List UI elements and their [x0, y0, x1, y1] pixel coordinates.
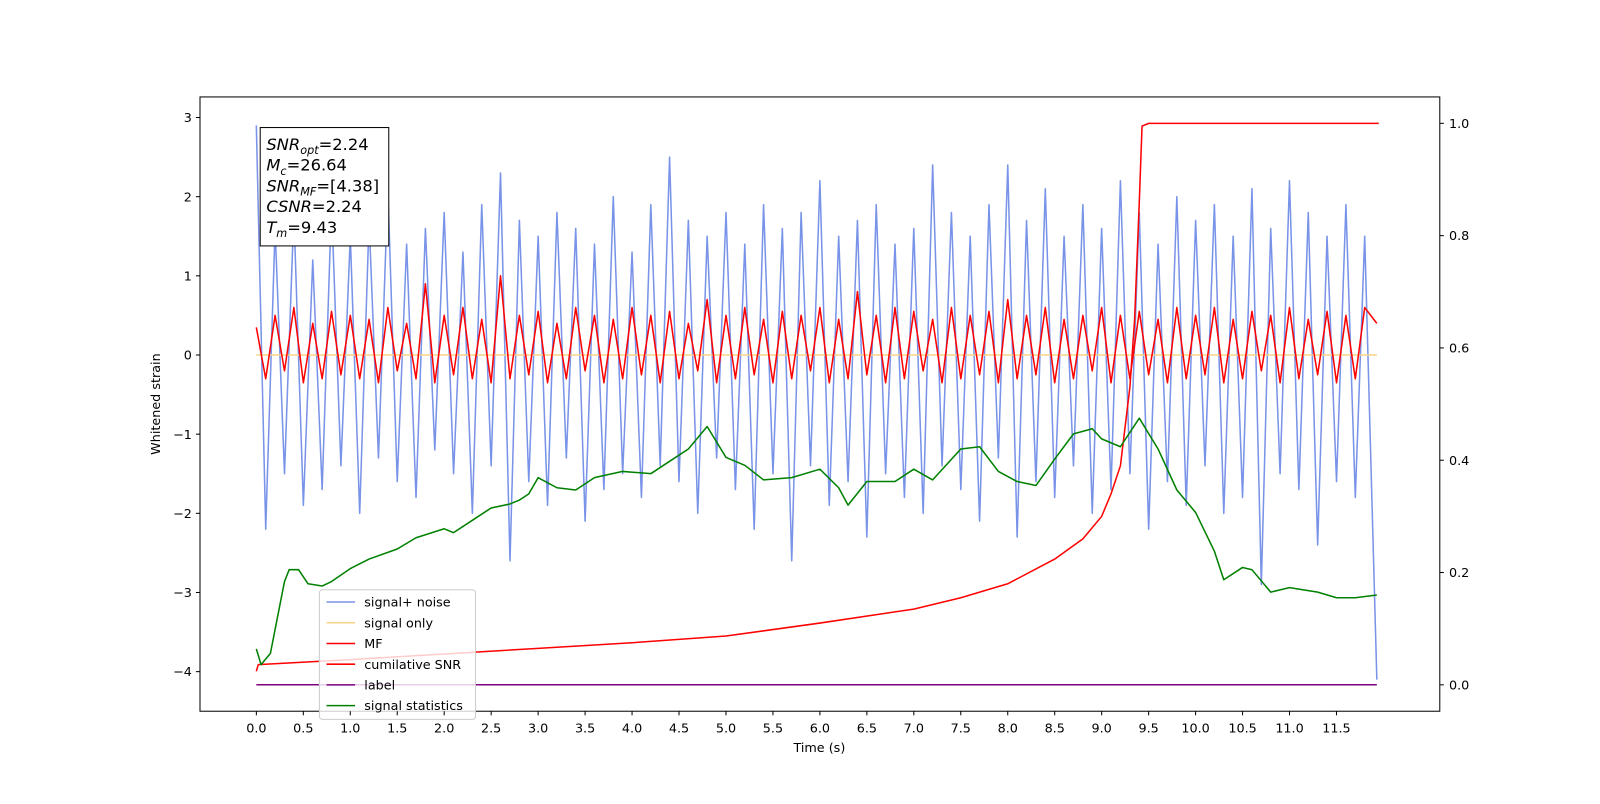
y2-tick-label: 0.2	[1449, 566, 1469, 581]
annotation-box: SNRopt=2.24Mc=26.64SNRMF=[4.38]CSNR=2.24…	[259, 127, 390, 247]
y-tick-label: 2	[184, 190, 192, 205]
x-tick-label: 7.5	[951, 722, 971, 737]
y-tick-label: 1	[184, 269, 192, 284]
series-line	[255, 122, 1379, 672]
annotation-subscript: opt	[300, 144, 319, 157]
x-tick-label: 11.5	[1322, 722, 1350, 737]
y2-tick-label: 1.0	[1449, 117, 1469, 132]
x-tick-label: 10.0	[1181, 722, 1209, 737]
annotation-line: Mc=26.64	[266, 156, 347, 178]
annotation-line: SNRMF=[4.38]	[266, 176, 379, 198]
x-tick-label: 10.5	[1228, 722, 1256, 737]
legend-frame	[318, 589, 477, 720]
annotation-symbol: M	[266, 156, 280, 175]
annotation-line: CSNR=2.24	[266, 197, 362, 216]
annotation-subscript: c	[280, 165, 287, 178]
legend-label: cumilative SNR	[364, 658, 461, 673]
y-tick-label: −3	[173, 586, 192, 601]
legend-label: signal+ noise	[364, 596, 451, 611]
y2-tick-label: 0.0	[1449, 678, 1469, 693]
x-tick-label: 1.0	[340, 722, 360, 737]
annotation-text: =2.24	[319, 135, 369, 154]
legend: signal+ noise signal only MF cumilative SNR…	[318, 589, 477, 720]
annotation-text: =2.24	[312, 197, 362, 216]
legend-label: MF	[364, 637, 382, 652]
x-tick-label: 0.0	[246, 722, 266, 737]
series-line	[255, 417, 1377, 666]
annotation-frame	[259, 127, 390, 247]
x-tick-label: 2.0	[434, 722, 454, 737]
annotation-text: =9.43	[287, 218, 337, 237]
series-line	[255, 275, 1378, 384]
x-tick-label: 9.0	[1092, 722, 1112, 737]
y-tick-label: −2	[173, 507, 192, 522]
y-tick-label: −4	[173, 665, 192, 680]
legend-label: label	[364, 678, 395, 693]
x-tick-label: 7.0	[904, 722, 924, 737]
y-tick-label: 0	[184, 349, 192, 364]
annotation-symbol: T	[266, 218, 278, 237]
annotation-text: =26.64	[287, 156, 347, 175]
annotation-symbol: SNR	[266, 135, 300, 154]
x-tick-label: 8.0	[998, 722, 1018, 737]
x-tick-label: 6.5	[857, 722, 877, 737]
x-axis-label: Time (s)	[792, 741, 845, 756]
legend-label: signal only	[364, 616, 433, 631]
x-tick-label: 0.5	[293, 722, 313, 737]
x-tick-label: 5.5	[763, 722, 783, 737]
x-tick-label: 4.5	[669, 722, 689, 737]
x-tick-label: 3.5	[575, 722, 595, 737]
legend-label: signal statistics	[364, 699, 463, 714]
annotation-subscript: MF	[300, 186, 317, 199]
x-tick-label: 8.5	[1045, 722, 1065, 737]
y2-tick-label: 0.6	[1449, 342, 1469, 357]
x-tick-label: 1.5	[387, 722, 407, 737]
x-tick-label: 6.0	[810, 722, 830, 737]
x-tick-label: 4.0	[622, 722, 642, 737]
series-line	[255, 125, 1378, 680]
annotation-text: =[4.38]	[316, 176, 379, 195]
annotation-symbol: SNR	[266, 176, 300, 195]
x-tick-label: 9.5	[1138, 722, 1158, 737]
x-tick-label: 5.0	[716, 722, 736, 737]
y-axis-label: Whitened strain	[149, 353, 164, 454]
annotation-symbol: CSNR	[266, 197, 312, 216]
annotation-line: SNRopt=2.24	[266, 135, 368, 157]
x-tick-label: 2.5	[481, 722, 501, 737]
y-tick-label: 3	[184, 111, 192, 126]
y-tick-label: −1	[173, 428, 192, 443]
annotation-line: Tm=9.43	[266, 218, 337, 240]
annotation-subscript: m	[276, 227, 287, 240]
x-tick-label: 3.0	[528, 722, 548, 737]
y2-tick-label: 0.8	[1449, 229, 1469, 244]
x-tick-label: 11.0	[1275, 722, 1303, 737]
y2-tick-label: 0.4	[1449, 454, 1469, 469]
